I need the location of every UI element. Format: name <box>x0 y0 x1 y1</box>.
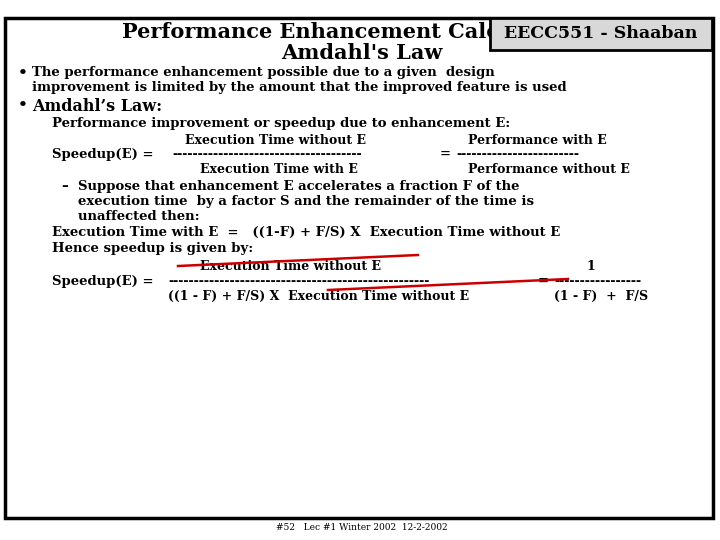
Text: -------------------------------------: ------------------------------------- <box>172 148 361 161</box>
Text: Speedup(E) =: Speedup(E) = <box>52 275 153 288</box>
Text: Amdahl's Law: Amdahl's Law <box>282 43 443 63</box>
Text: The performance enhancement possible due to a given  design: The performance enhancement possible due… <box>32 66 495 79</box>
Text: Execution Time without E: Execution Time without E <box>185 134 366 147</box>
Text: (1 - F)  +  F/S: (1 - F) + F/S <box>554 290 648 303</box>
Text: Performance without E: Performance without E <box>468 163 630 176</box>
Text: Performance improvement or speedup due to enhancement E:: Performance improvement or speedup due t… <box>52 117 510 130</box>
Text: improvement is limited by the amount that the improved feature is used: improvement is limited by the amount tha… <box>32 81 567 94</box>
Text: =: = <box>440 148 451 161</box>
Text: Execution Time with E: Execution Time with E <box>200 163 358 176</box>
Text: •: • <box>18 98 28 112</box>
Text: Performance Enhancement Calculations:: Performance Enhancement Calculations: <box>122 22 602 42</box>
Text: execution time  by a factor S and the remainder of the time is: execution time by a factor S and the rem… <box>78 195 534 208</box>
Text: Execution Time without E: Execution Time without E <box>200 260 381 273</box>
Text: unaffected then:: unaffected then: <box>78 210 199 223</box>
Text: Execution Time with E  =   ((1-F) + F/S) X  Execution Time without E: Execution Time with E = ((1-F) + F/S) X … <box>52 226 560 239</box>
Text: Speedup(E) =: Speedup(E) = <box>52 148 153 161</box>
Text: Hence speedup is given by:: Hence speedup is given by: <box>52 242 253 255</box>
Text: -----------------: ----------------- <box>554 275 641 288</box>
Text: –  Suppose that enhancement E accelerates a fraction F of the: – Suppose that enhancement E accelerates… <box>62 180 520 193</box>
Text: =: = <box>538 275 549 288</box>
Text: ((1 - F) + F/S) X  Execution Time without E: ((1 - F) + F/S) X Execution Time without… <box>168 290 469 303</box>
Text: ------------------------: ------------------------ <box>456 148 579 161</box>
Bar <box>490 18 712 50</box>
Text: EECC551 - Shaaban: EECC551 - Shaaban <box>504 25 698 43</box>
Text: 1: 1 <box>586 260 595 273</box>
Text: Performance with E: Performance with E <box>468 134 607 147</box>
Text: •: • <box>18 66 28 80</box>
Text: Amdahl’s Law:: Amdahl’s Law: <box>32 98 162 115</box>
Text: #52   Lec #1 Winter 2002  12-2-2002: #52 Lec #1 Winter 2002 12-2-2002 <box>276 523 448 532</box>
Text: ---------------------------------------------------: ----------------------------------------… <box>168 275 429 288</box>
